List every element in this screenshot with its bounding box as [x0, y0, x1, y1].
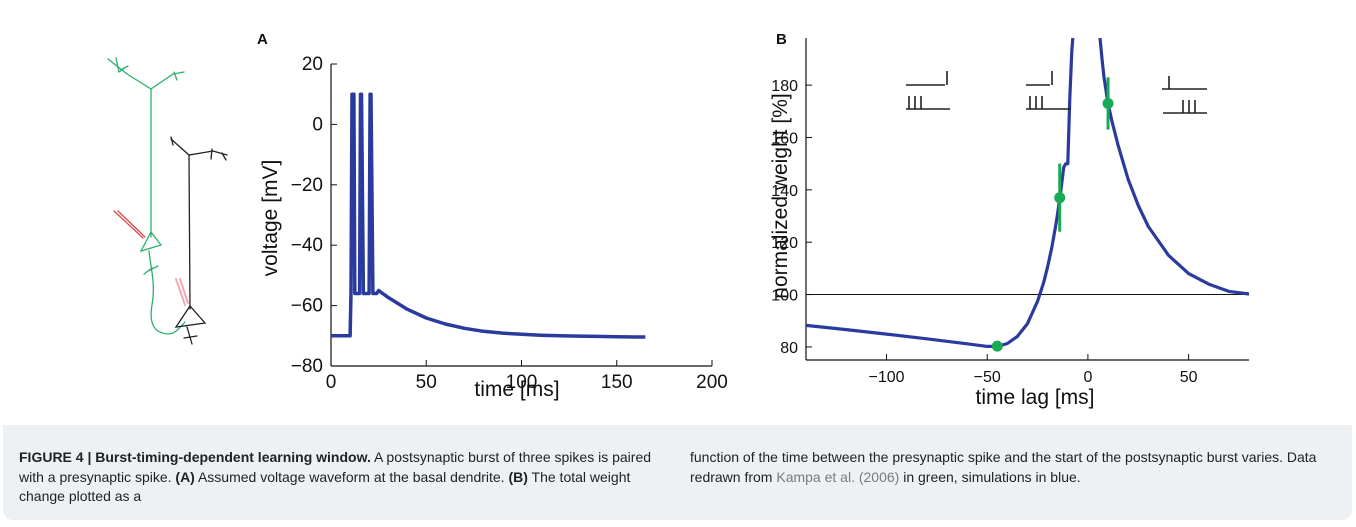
caption-figure-label: FIGURE 4 | Burst-timing-dependent learni…	[19, 449, 371, 465]
series-line-2	[1098, 37, 1250, 296]
x-tick-label: 100	[506, 372, 538, 393]
data-point	[991, 340, 1003, 352]
y-tick-label: −60	[291, 296, 323, 317]
y-tick-label: −80	[291, 356, 323, 377]
panel-a-xlabel: time [ms]	[474, 378, 559, 401]
x-tick-label: 0	[326, 372, 337, 393]
caption-right-column: function of the time between the presyna…	[690, 448, 1330, 487]
x-tick-label: 50	[416, 372, 437, 393]
x-tick-label: 50	[1180, 369, 1198, 386]
y-tick-label: 0	[312, 114, 323, 135]
caption-b-label: (B)	[508, 468, 528, 485]
y-tick-label: −40	[291, 235, 323, 256]
x-tick-label: 150	[601, 372, 633, 393]
y-tick-label: 160	[771, 130, 798, 147]
protocol-glyph-2	[1026, 71, 1071, 110]
panel-a-label: A	[257, 31, 268, 48]
series-line-1	[805, 37, 1075, 348]
protocol-glyph-1	[906, 71, 950, 110]
panel-b-label: B	[776, 31, 787, 48]
series-line-1	[331, 92, 646, 339]
neuron-schematic	[107, 57, 228, 345]
y-tick-label: 140	[771, 183, 798, 200]
x-tick-label: −50	[974, 369, 1001, 386]
panel-b-ylabel: normalized weight [%]	[769, 93, 792, 298]
panel-b-chart: B −100 −50 0 50 80 100 120 140 160 180 time lag […	[769, 31, 1250, 409]
caption-right-part2: in green, simulations in blue.	[899, 468, 1081, 485]
x-tick-label: 200	[696, 372, 728, 393]
green-neuron	[107, 57, 186, 335]
caption-a-label: (A)	[175, 468, 195, 485]
panel-b-xlabel: time lag [ms]	[975, 386, 1094, 409]
y-tick-label: 100	[771, 288, 798, 305]
caption-left-column: FIGURE 4 | Burst-timing-dependent learni…	[19, 448, 659, 507]
caption-b-text: The total weight change plotted as a	[19, 468, 631, 505]
panel-a-ylabel: voltage [mV]	[259, 160, 282, 277]
y-tick-label: 180	[771, 78, 798, 95]
pink-synapse	[175, 278, 189, 306]
figure-area	[3, 5, 1352, 425]
data-point	[1054, 192, 1066, 204]
y-tick-label: −20	[291, 175, 323, 196]
y-tick-label: 120	[771, 235, 798, 252]
protocol-glyph-3	[1162, 76, 1207, 114]
x-tick-label: −100	[869, 369, 905, 386]
x-tick-label: 0	[1083, 369, 1092, 386]
caption-part1: A postsynaptic burst of three spikes is …	[19, 449, 652, 485]
data-point	[1102, 97, 1114, 109]
y-tick-label: 80	[780, 340, 798, 357]
caption-a-text: Assumed voltage waveform at the basal de…	[194, 468, 509, 485]
protocol-glyphs	[906, 71, 1207, 114]
citation-link[interactable]: Kampa et al. (2006)	[776, 468, 900, 485]
red-synapse	[113, 210, 146, 239]
black-neuron	[170, 136, 228, 345]
caption-right-part1: function of the time between the presyna…	[690, 449, 1317, 485]
y-tick-label: 20	[302, 54, 323, 75]
